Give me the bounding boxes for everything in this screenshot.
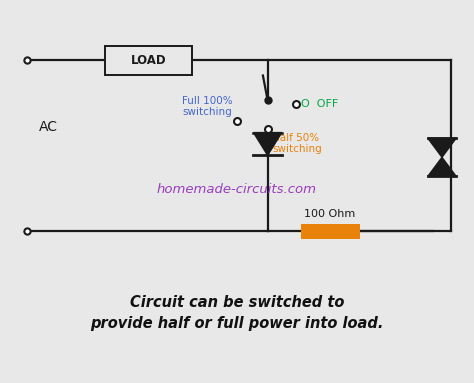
Text: AC: AC <box>39 120 58 134</box>
Text: O  OFF: O OFF <box>301 99 338 109</box>
Text: Circuit can be switched to
provide half or full power into load.: Circuit can be switched to provide half … <box>91 295 383 331</box>
Polygon shape <box>254 133 282 155</box>
Text: Half 50%
switching: Half 50% switching <box>273 133 322 154</box>
Text: 100 Ohm: 100 Ohm <box>304 209 356 219</box>
Polygon shape <box>428 138 456 157</box>
Text: LOAD: LOAD <box>131 54 166 67</box>
Text: Full 100%
switching: Full 100% switching <box>182 96 232 117</box>
Text: homemade-circuits.com: homemade-circuits.com <box>157 183 317 196</box>
Bar <box>105 46 192 75</box>
Bar <box>301 224 359 239</box>
Polygon shape <box>428 157 456 176</box>
